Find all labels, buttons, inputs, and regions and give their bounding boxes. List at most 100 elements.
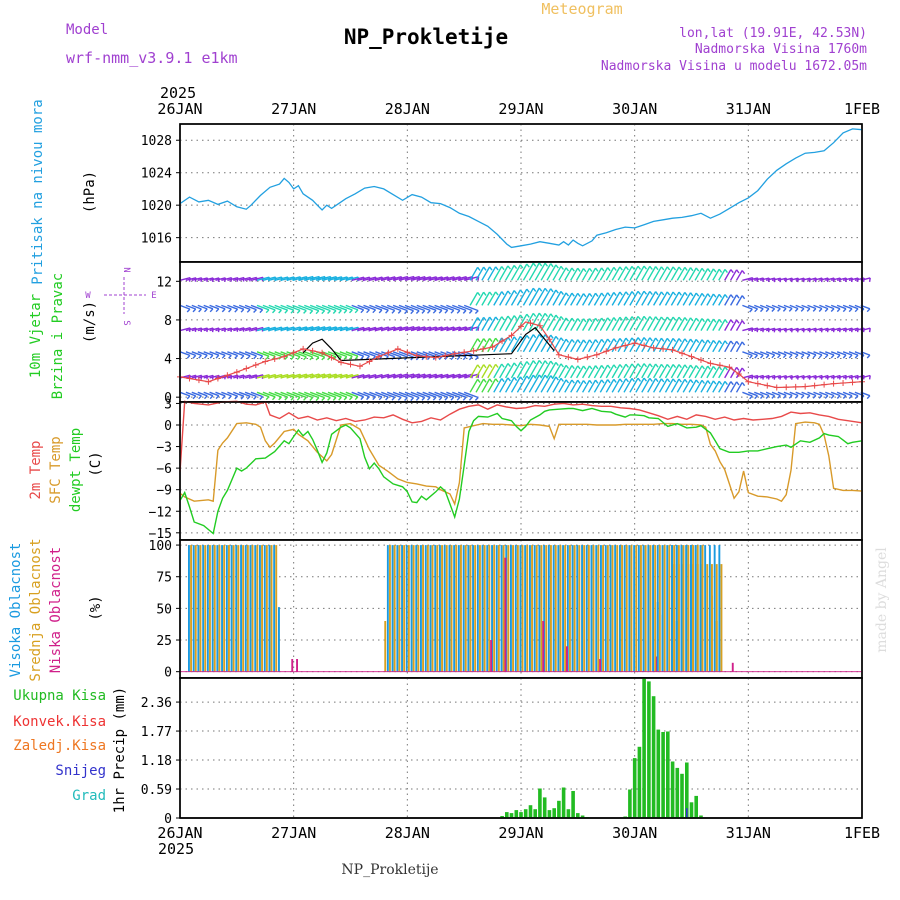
precip-bar-total: [505, 812, 509, 818]
wind-barb: [185, 277, 197, 281]
cloud-bar-mid: [502, 545, 505, 672]
wind-barb-flag: [724, 380, 728, 386]
wind-barb: [274, 304, 288, 311]
wind-barb: [670, 291, 680, 306]
wind-barb-flag: [343, 356, 348, 360]
wind-barb: [522, 360, 534, 379]
wind-barb-flag: [265, 355, 270, 360]
wind-barb: [333, 373, 348, 379]
wind-barb-flag: [507, 377, 511, 382]
wind-barb-flag: [366, 396, 370, 401]
wind-barb-flag: [594, 317, 599, 322]
wind-barb: [369, 326, 383, 332]
wind-barb-flag: [800, 308, 805, 312]
wind-barb: [209, 327, 220, 332]
wind-speed-marker: [271, 356, 278, 363]
wind-barb: [795, 304, 805, 310]
wind-barb-flag: [474, 397, 479, 401]
wind-barb-flag: [456, 396, 461, 401]
wind-barb: [351, 391, 364, 398]
cloud-bar-mid: [640, 545, 642, 672]
wind-barb-flag: [519, 361, 524, 366]
wind-barb: [760, 327, 770, 332]
wind-barb: [387, 276, 402, 281]
wind-barb: [262, 373, 276, 379]
wind-barb-flag: [848, 308, 853, 313]
wind-speed-marker: [243, 365, 250, 372]
wind-barb-flag: [666, 378, 671, 383]
cloud-bar-high: [263, 545, 266, 672]
wind-barb-flag: [771, 395, 776, 399]
wind-barb: [729, 381, 738, 393]
cloud-bar-low: [599, 659, 602, 672]
cloud-bar-high: [666, 545, 669, 672]
wind-barb: [375, 351, 389, 358]
wind-barb: [599, 317, 609, 331]
wind-barb-flag: [854, 354, 859, 359]
cloud-bar-mid: [621, 545, 623, 672]
wind-barb: [712, 340, 720, 353]
wind-barb: [825, 391, 835, 397]
wind-barb-flag: [613, 266, 617, 271]
wind-barb: [611, 316, 621, 331]
wind-barb-flag: [660, 363, 665, 368]
wind-barb: [735, 270, 743, 281]
wind-barb: [688, 292, 697, 306]
wind-barb-flag: [788, 394, 793, 399]
wind-speed-marker: [451, 350, 458, 357]
wind-barb-flag: [577, 292, 581, 297]
precip-bar-total: [632, 758, 637, 818]
wind-barb: [688, 317, 697, 331]
wind-barb-flag: [701, 379, 705, 384]
precip-bar-total: [514, 810, 519, 818]
wind-barb: [475, 378, 485, 393]
wind-barb-flag: [483, 338, 487, 343]
wind-barb-flag: [655, 378, 659, 383]
precip-bar-total: [547, 810, 552, 818]
wind-barb: [304, 275, 320, 281]
wind-barb-flag: [186, 354, 191, 359]
wind-speed-marker: [735, 371, 742, 377]
wind-barb: [244, 391, 257, 398]
wind-barb: [777, 327, 787, 332]
wind-barb: [836, 304, 847, 310]
wind-barb: [256, 326, 270, 332]
wind-barb: [416, 276, 431, 281]
wind-barb: [256, 276, 270, 281]
wind-barb: [623, 291, 633, 306]
wind-barb: [304, 326, 320, 332]
wind-barb-flag: [582, 380, 587, 385]
wind-barb: [280, 391, 295, 398]
temperature-series-sfc: [179, 421, 863, 507]
wind-barb-flag: [619, 364, 623, 369]
wind-barb: [440, 326, 455, 332]
cloud-bar-high: [259, 545, 261, 672]
wind-barb: [831, 374, 841, 379]
wind-barb: [647, 291, 657, 306]
wind-barb-flag: [582, 339, 587, 344]
wind-barb: [771, 277, 781, 281]
wind-barb: [783, 391, 793, 396]
cloud-bar-mid: [668, 545, 671, 672]
wind-barb: [392, 391, 408, 399]
wind-barb: [280, 304, 295, 311]
wind-barb-flag: [637, 315, 642, 321]
cloud-bar-high: [240, 545, 242, 672]
wind-barb: [801, 391, 811, 397]
wind-barb-flag: [854, 308, 859, 313]
wind-barb: [422, 276, 437, 281]
wind-barb: [825, 277, 835, 281]
wind-barb: [191, 391, 202, 397]
wind-barb: [694, 379, 703, 393]
cloud-bar-high: [533, 545, 536, 672]
wind-unit: (m/s): [82, 301, 98, 343]
wind-speed-marker: [233, 369, 240, 376]
wind-barb: [327, 276, 342, 281]
wind-barb-flag: [259, 309, 264, 314]
cloud-bar-mid: [658, 545, 661, 672]
wind-barb-flag: [501, 363, 505, 368]
wind-barb: [458, 373, 473, 379]
wind-barb-flag: [444, 396, 449, 401]
wind-barb: [410, 373, 426, 379]
cloud-bar-high: [675, 545, 678, 672]
